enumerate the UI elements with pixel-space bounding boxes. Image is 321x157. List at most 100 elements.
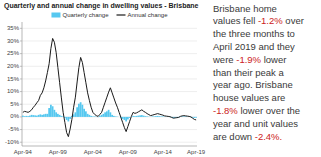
y-tick-label: 30% — [7, 38, 20, 44]
bar — [29, 116, 31, 117]
grid-line — [22, 40, 197, 41]
bar — [68, 117, 70, 122]
bar — [143, 116, 145, 117]
bar — [134, 116, 136, 118]
bar-series — [22, 102, 197, 121]
legend-swatch — [116, 14, 125, 15]
annotation-line: values fell -1.2% over — [213, 15, 304, 26]
bar — [113, 116, 115, 117]
bar — [66, 117, 68, 120]
bar — [87, 114, 89, 117]
x-tick-label: Apr-19 — [187, 149, 206, 155]
annotation-line: year ago. Brisbane — [213, 79, 293, 90]
bar — [41, 115, 43, 117]
bar — [99, 116, 101, 117]
bar — [52, 106, 54, 117]
bar — [152, 116, 154, 118]
bar — [118, 116, 120, 117]
annotation-text: than their peak a — [213, 67, 284, 78]
bar — [83, 109, 85, 117]
annotation-line: Brisbane home — [213, 3, 277, 14]
y-tick-label: 20% — [7, 63, 20, 69]
bar — [101, 115, 103, 117]
bar — [160, 116, 162, 118]
y-tick-label: 10% — [7, 88, 20, 94]
annotation-panel: Brisbane homevalues fell -1.2% over the t… — [212, 3, 304, 142]
annotation-text: year ago. Brisbane — [213, 79, 293, 90]
bar — [80, 102, 82, 117]
annotation-highlight: -1.9% — [236, 54, 261, 65]
grid-line — [22, 142, 197, 143]
bar — [129, 117, 131, 118]
legend: Quarterly changeAnnual change — [51, 12, 168, 18]
bar — [148, 116, 150, 117]
bar — [155, 116, 157, 118]
bar — [89, 115, 91, 117]
line — [23, 38, 196, 136]
bar — [136, 116, 138, 117]
bar — [127, 117, 129, 120]
y-tick-label: -5% — [8, 126, 19, 132]
bar — [38, 115, 40, 117]
bar — [194, 117, 196, 118]
y-tick-label: 25% — [7, 50, 20, 56]
annotation-highlight: -2.4%. — [255, 131, 282, 142]
annotation-line: are down -2.4%. — [213, 131, 282, 142]
y-tick-label: 35% — [7, 25, 20, 31]
bar — [124, 117, 126, 120]
bar — [104, 112, 106, 117]
bar — [115, 116, 117, 118]
bar — [40, 114, 42, 117]
chart: Brisbane homevalues fell -1.2% over the t… — [0, 0, 321, 157]
annotation-text: April 2019 and they — [213, 41, 295, 52]
bar — [146, 116, 148, 118]
bar — [22, 116, 24, 117]
bar — [132, 116, 134, 117]
bar — [94, 116, 96, 118]
annotation-text: lower over the — [238, 105, 300, 116]
bar — [106, 111, 108, 117]
bar — [85, 111, 87, 117]
bar — [153, 116, 155, 118]
grid-line — [22, 129, 197, 130]
bar — [54, 110, 56, 117]
bar — [61, 116, 63, 117]
bar — [76, 107, 78, 117]
bar — [69, 117, 71, 119]
annotation-line: the three months to — [213, 28, 295, 39]
y-axis-line — [22, 22, 23, 146]
y-tick-label: 5% — [10, 101, 19, 107]
annotation-line: -1.8% lower over the — [213, 105, 300, 116]
bar — [57, 114, 59, 117]
x-axis-line — [22, 146, 197, 147]
annotation-highlight: -1.2% — [258, 15, 283, 26]
bar — [90, 116, 92, 117]
bar — [55, 112, 57, 117]
bar — [43, 114, 45, 117]
bar — [59, 115, 61, 117]
annotation-text: lower — [261, 54, 286, 65]
grid-line — [22, 78, 197, 79]
annotation-line: were -1.9% lower — [212, 54, 286, 65]
bar — [110, 112, 112, 117]
bar — [139, 115, 141, 117]
bar — [31, 115, 33, 117]
annotation-text: are down — [213, 131, 255, 142]
annotation-text: the three months to — [213, 28, 295, 39]
bar — [111, 115, 113, 117]
y-tick-label: 0% — [10, 113, 19, 119]
title: Quarterly and annual change in dwelling … — [4, 2, 199, 10]
bar — [125, 117, 127, 122]
bar — [45, 114, 47, 117]
annotation-text: were — [212, 54, 236, 65]
x-tick-label: Apr-99 — [49, 149, 68, 155]
x-tick-label: Apr-94 — [14, 149, 33, 155]
bar — [150, 116, 152, 117]
bar — [75, 112, 77, 117]
grid-line — [22, 53, 197, 54]
bar — [27, 116, 29, 118]
bar — [82, 105, 84, 117]
bar — [145, 116, 147, 118]
legend-label: Quarterly change — [62, 12, 109, 18]
x-tick-label: Apr-14 — [154, 149, 173, 155]
